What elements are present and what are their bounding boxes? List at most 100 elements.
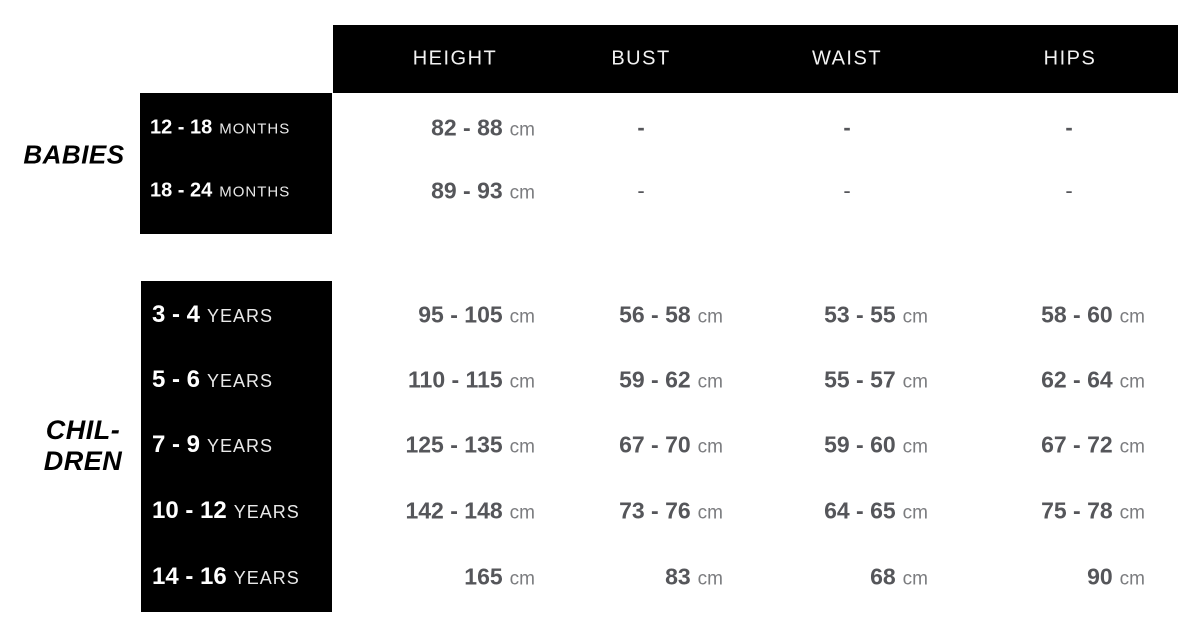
column-header-bust: BUST	[611, 47, 671, 70]
value-unit: cm	[509, 371, 535, 393]
value: 59 - 62	[619, 366, 691, 393]
value: 89 - 93	[431, 177, 503, 204]
cell-children4-height: 165 cm	[335, 564, 535, 591]
age-range: 14 - 16	[152, 563, 227, 590]
value: 59 - 60	[824, 431, 896, 458]
value: -	[1065, 178, 1073, 203]
value-unit: cm	[902, 568, 928, 590]
age-unit: YEARS	[207, 436, 274, 456]
value-unit: cm	[697, 568, 723, 590]
table-header-bar: HEIGHT BUST WAIST HIPS	[333, 25, 1178, 93]
column-header-hips: HIPS	[1043, 47, 1097, 70]
value-unit: cm	[902, 436, 928, 458]
cell-babies0-bust: -	[541, 115, 741, 141]
value-unit: cm	[902, 306, 928, 328]
age-unit: YEARS	[233, 502, 300, 522]
cell-children1-bust: 59 - 62 cm	[523, 367, 723, 394]
cell-babies1-height: 89 - 93 cm	[335, 178, 535, 205]
row-label-children-7-9: 7 - 9 YEARS	[152, 431, 273, 459]
cell-babies0-hips: -	[969, 115, 1169, 141]
row-label-children-10-12: 10 - 12 YEARS	[152, 497, 300, 525]
age-unit: MONTHS	[219, 120, 291, 138]
value: 58 - 60	[1041, 301, 1113, 328]
age-unit: YEARS	[207, 371, 274, 391]
value: 75 - 78	[1041, 497, 1113, 524]
cell-children2-height: 125 - 135 cm	[335, 432, 535, 459]
group-label-children-line2: DREN	[43, 446, 123, 476]
value: 55 - 57	[824, 366, 896, 393]
cell-children4-waist: 68 cm	[728, 564, 928, 591]
group-label-babies: BABIES	[23, 139, 125, 170]
value-unit: cm	[1119, 502, 1145, 524]
cell-children3-height: 142 - 148 cm	[335, 498, 535, 525]
age-range: 12 - 18	[150, 116, 213, 139]
cell-children0-height: 95 - 105 cm	[335, 302, 535, 329]
value-unit: cm	[1119, 436, 1145, 458]
column-header-waist: WAIST	[811, 47, 883, 70]
cell-children2-bust: 67 - 70 cm	[523, 432, 723, 459]
value: -	[1065, 115, 1073, 140]
age-unit: YEARS	[207, 306, 274, 326]
cell-babies1-hips: -	[969, 178, 1169, 204]
row-label-children-5-6: 5 - 6 YEARS	[152, 366, 273, 394]
value: -	[637, 178, 645, 203]
value: 62 - 64	[1041, 366, 1113, 393]
cell-babies1-bust: -	[541, 178, 741, 204]
value: 83	[665, 563, 691, 590]
cell-children3-hips: 75 - 78 cm	[945, 498, 1145, 525]
value-unit: cm	[509, 568, 535, 590]
value: 125 - 135	[405, 431, 503, 458]
value-unit: cm	[697, 371, 723, 393]
cell-children3-waist: 64 - 65 cm	[728, 498, 928, 525]
age-range: 3 - 4	[152, 301, 201, 328]
age-range: 7 - 9	[152, 431, 201, 458]
value: 56 - 58	[619, 301, 691, 328]
row-label-babies-12-18: 12 - 18 MONTHS	[150, 117, 290, 140]
value-unit: cm	[902, 502, 928, 524]
value-unit: cm	[697, 436, 723, 458]
value: -	[843, 115, 851, 140]
value-unit: cm	[509, 436, 535, 458]
age-unit: YEARS	[233, 568, 300, 588]
value: 90	[1087, 563, 1113, 590]
age-range: 5 - 6	[152, 366, 201, 393]
value-unit: cm	[697, 502, 723, 524]
row-label-babies-18-24: 18 - 24 MONTHS	[150, 180, 290, 203]
cell-children3-bust: 73 - 76 cm	[523, 498, 723, 525]
cell-babies1-waist: -	[747, 178, 947, 204]
cell-babies0-height: 82 - 88 cm	[335, 115, 535, 142]
value: 64 - 65	[824, 497, 896, 524]
value-unit: cm	[509, 119, 535, 141]
group-label-children: CHIL- DREN	[10, 415, 156, 477]
age-range: 18 - 24	[150, 179, 213, 202]
cell-babies0-waist: -	[747, 115, 947, 141]
age-range: 10 - 12	[152, 497, 227, 524]
cell-children0-waist: 53 - 55 cm	[728, 302, 928, 329]
cell-children1-hips: 62 - 64 cm	[945, 367, 1145, 394]
value: 68	[870, 563, 896, 590]
value: 95 - 105	[418, 301, 503, 328]
row-label-children-14-16: 14 - 16 YEARS	[152, 563, 300, 591]
cell-children1-height: 110 - 115 cm	[335, 367, 535, 394]
cell-children2-waist: 59 - 60 cm	[728, 432, 928, 459]
cell-children0-bust: 56 - 58 cm	[523, 302, 723, 329]
cell-children4-hips: 90 cm	[945, 564, 1145, 591]
value-unit: cm	[1119, 371, 1145, 393]
value-unit: cm	[509, 502, 535, 524]
value: 165	[464, 563, 503, 590]
value-unit: cm	[509, 182, 535, 204]
value: 110 - 115	[408, 366, 503, 393]
age-unit: MONTHS	[219, 183, 291, 201]
row-label-children-3-4: 3 - 4 YEARS	[152, 301, 273, 329]
cell-children4-bust: 83 cm	[523, 564, 723, 591]
value: 73 - 76	[619, 497, 691, 524]
value-unit: cm	[509, 306, 535, 328]
value: 67 - 72	[1041, 431, 1113, 458]
babies-rows-panel	[140, 93, 332, 234]
value-unit: cm	[1119, 568, 1145, 590]
cell-children1-waist: 55 - 57 cm	[728, 367, 928, 394]
value: 142 - 148	[405, 497, 503, 524]
value-unit: cm	[1119, 306, 1145, 328]
cell-children2-hips: 67 - 72 cm	[945, 432, 1145, 459]
